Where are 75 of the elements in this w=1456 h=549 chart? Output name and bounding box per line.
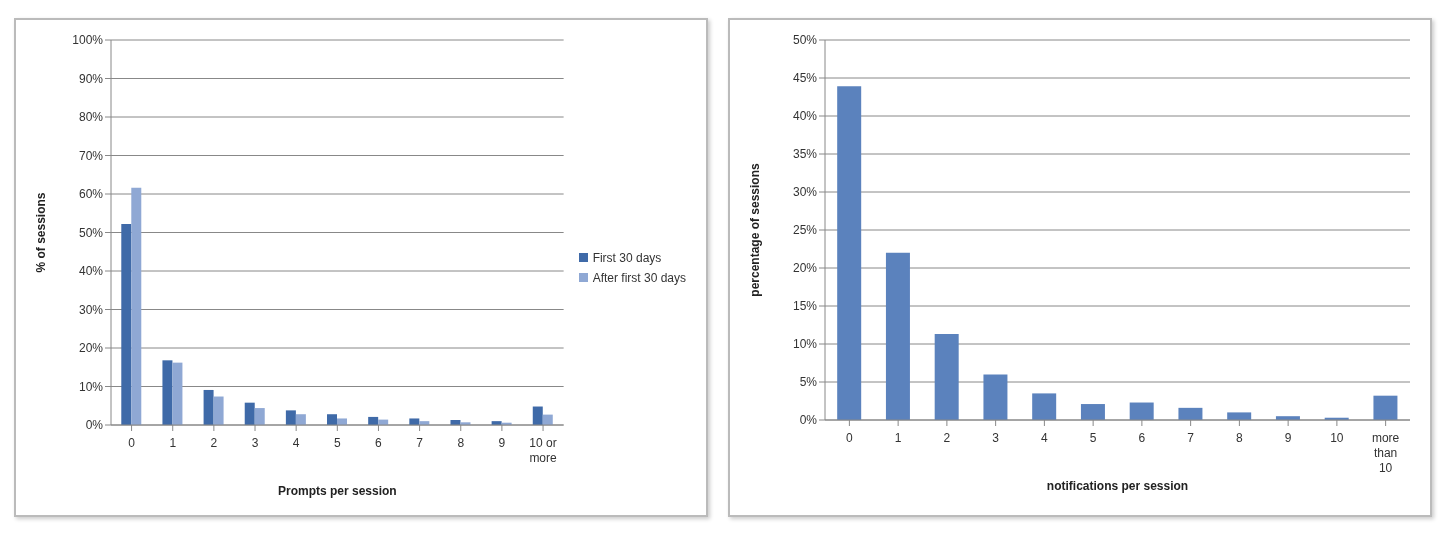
bar [172, 362, 183, 425]
x-tick-label: 1 [169, 436, 177, 450]
x-tick-label: 2 [943, 431, 951, 445]
x-tick-label: 9 [1284, 431, 1292, 445]
x-tick-label: 5 [333, 436, 341, 450]
bar [285, 410, 296, 425]
y-tick-label: 50% [78, 225, 104, 240]
bar [1129, 402, 1154, 420]
bar [837, 86, 862, 420]
bar [337, 418, 348, 425]
x-tick-label: 9 [498, 436, 506, 450]
y-axis-title: % of sessions [34, 192, 49, 273]
y-tick-label: 40% [78, 264, 104, 279]
bar [1032, 393, 1057, 420]
x-tick-label: 4 [292, 436, 300, 450]
bar [885, 252, 910, 420]
bar [327, 414, 338, 425]
bar [244, 402, 255, 425]
legend-label: First 30 days [592, 250, 662, 265]
x-axis-title: notifications per session [1046, 479, 1189, 493]
y-tick-label: 45% [792, 71, 818, 86]
y-tick-label: 80% [78, 110, 104, 125]
x-tick-label: 4 [1041, 431, 1049, 445]
y-tick-label: 15% [792, 299, 818, 314]
x-tick-label: 8 [457, 436, 465, 450]
y-tick-label: 30% [792, 185, 818, 200]
bar [295, 414, 306, 425]
x-tick-label: 3 [251, 436, 259, 450]
x-tick-label: 5 [1089, 431, 1097, 445]
bar [254, 408, 265, 425]
x-tick-label: 8 [1236, 431, 1244, 445]
y-tick-label: 0% [85, 418, 104, 433]
x-tick-label: more than 10 [1371, 431, 1400, 475]
bar [1178, 407, 1203, 420]
x-tick-label: 10 [1330, 431, 1344, 445]
y-tick-label: 10% [792, 337, 818, 352]
y-tick-label: 20% [78, 341, 104, 356]
x-tick-label: 2 [210, 436, 218, 450]
y-tick-label: 25% [792, 223, 818, 238]
bar [162, 360, 173, 425]
bar [532, 406, 543, 425]
legend-label: After first 30 days [592, 270, 686, 285]
y-tick-label: 20% [792, 261, 818, 276]
bar [213, 396, 224, 425]
bar [934, 334, 959, 420]
x-tick-label: 1 [894, 431, 902, 445]
bar [1080, 404, 1105, 420]
bar [121, 224, 132, 425]
y-tick-label: 40% [792, 109, 818, 124]
x-tick-label: 7 [416, 436, 424, 450]
y-tick-label: 0% [799, 413, 818, 428]
x-tick-label: 0 [846, 431, 854, 445]
y-tick-label: 70% [78, 148, 104, 163]
y-tick-label: 35% [792, 147, 818, 162]
y-tick-label: 50% [792, 33, 818, 48]
y-tick-label: 10% [78, 379, 104, 394]
x-tick-label: 10 or more [529, 436, 558, 465]
x-axis-title: Prompts per session [277, 484, 397, 498]
x-tick-label: 0 [128, 436, 136, 450]
x-tick-label: 7 [1187, 431, 1195, 445]
bar [131, 187, 142, 425]
y-tick-label: 5% [799, 375, 818, 390]
y-tick-label: 100% [72, 33, 104, 48]
x-tick-label: 3 [992, 431, 1000, 445]
bar [1373, 395, 1398, 420]
x-tick-label: 6 [375, 436, 383, 450]
bar [983, 374, 1008, 420]
y-axis-title: percentage of sessions [748, 162, 763, 297]
y-tick-label: 60% [78, 187, 104, 202]
bar [1227, 412, 1252, 420]
y-tick-label: 90% [78, 71, 104, 86]
bar [409, 418, 420, 425]
bar [203, 389, 214, 425]
x-tick-label: 6 [1138, 431, 1146, 445]
y-tick-label: 30% [78, 302, 104, 317]
